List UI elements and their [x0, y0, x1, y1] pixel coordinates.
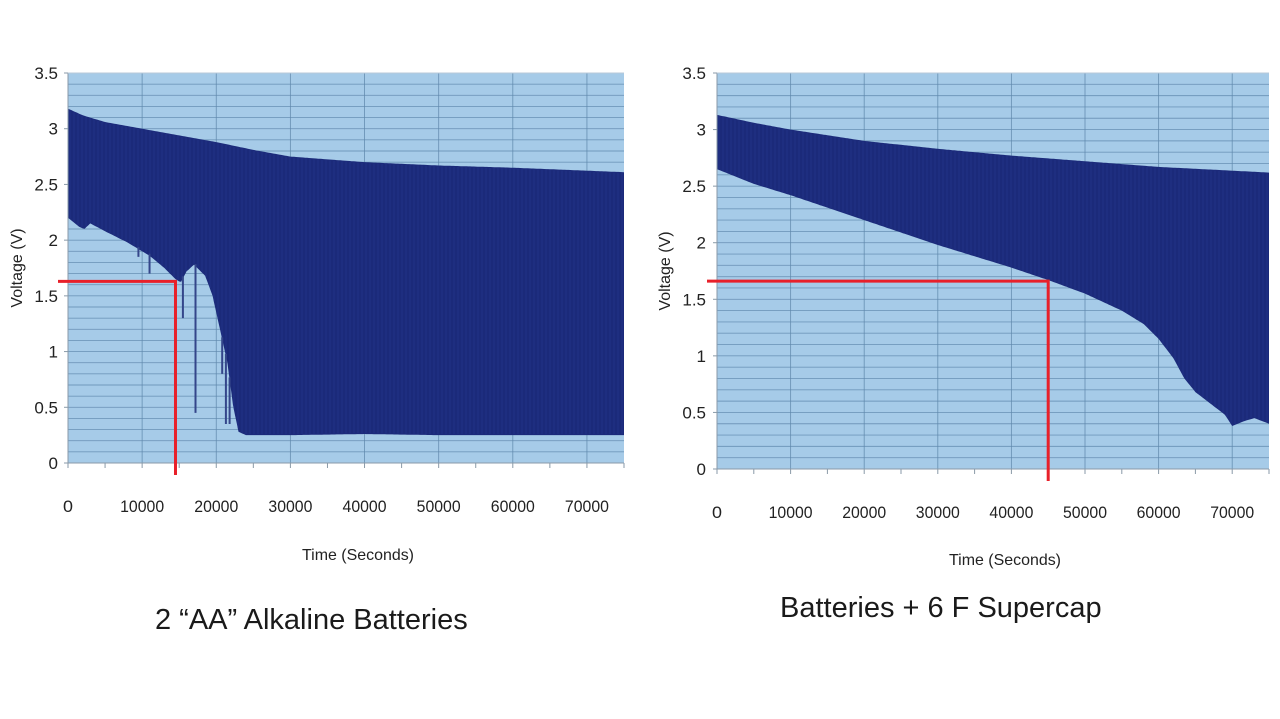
y-tick-label: 2.5	[34, 175, 58, 194]
y-tick-label: 3.5	[682, 64, 706, 83]
y-tick-label: 3	[49, 120, 58, 139]
y-tick-label: 0	[697, 460, 706, 479]
x-tick-label: 30000	[268, 497, 312, 516]
y-tick-label: 2.5	[682, 177, 706, 196]
y-tick-label: 2	[49, 231, 58, 250]
x-tick-label: 60000	[1137, 503, 1181, 522]
x-tick-label: 60000	[491, 497, 535, 516]
y-tick-label: 1	[697, 347, 706, 366]
chart-supercap: 0 10000 20000 30000 40000 50000 60000 70000 0 0.5…	[657, 64, 1270, 569]
x-tick-label: 20000	[194, 497, 238, 516]
x-tick-label: 20000	[842, 503, 886, 522]
y-tick-label: 2	[697, 234, 706, 253]
y-axis-title: Voltage (V)	[9, 228, 26, 307]
y-tick-label: 3	[697, 121, 706, 140]
y-axis-title: Voltage (V)	[657, 231, 674, 310]
x-tick-label: 40000	[989, 503, 1033, 522]
band-texture	[69, 110, 623, 435]
threshold-marker-line	[58, 279, 177, 475]
x-tick-label: 50000	[1063, 503, 1107, 522]
chart-alkaline: 0 10000 20000 30000 40000 50000 60000 70000 0 0.5…	[9, 64, 625, 564]
x-tick-label: 70000	[565, 497, 609, 516]
y-tick-label: 1.5	[682, 290, 706, 309]
y-tick-label: 0	[49, 454, 58, 473]
x-tick-label: 30000	[916, 503, 960, 522]
x-tick-label: 70000	[1210, 503, 1254, 522]
x-axis-title: Time (Seconds)	[302, 547, 414, 564]
x-tick-label: 10000	[120, 497, 164, 516]
threshold-marker-line	[707, 279, 1050, 481]
y-tick-label: 1.5	[34, 287, 58, 306]
band-texture	[718, 116, 1268, 424]
x-tick-label: 40000	[343, 497, 387, 516]
y-tick-label: 0.5	[34, 398, 58, 417]
x-tick-label: 50000	[417, 497, 461, 516]
y-tick-label: 3.5	[34, 64, 58, 83]
x-tick-label: 0	[63, 497, 73, 516]
caption-alkaline: 2 “AA” Alkaline Batteries	[155, 604, 468, 636]
x-axis-title: Time (Seconds)	[949, 552, 1061, 569]
x-tick-label: 0	[712, 503, 722, 522]
y-tick-label: 1	[49, 343, 58, 362]
caption-supercap: Batteries + 6 F Supercap	[780, 592, 1102, 624]
x-tick-label: 10000	[769, 503, 813, 522]
y-tick-label: 0.5	[682, 403, 706, 422]
